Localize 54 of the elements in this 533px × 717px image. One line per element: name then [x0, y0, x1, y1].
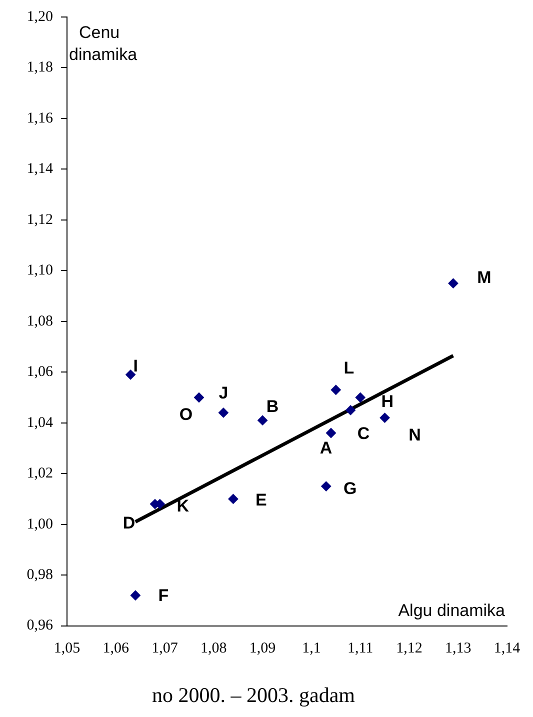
text: no 2000. – 2003. gadam: [152, 682, 355, 707]
y-tick-label: 1,16: [26, 110, 54, 126]
y-tick-label: 1,08: [26, 313, 53, 330]
annotation: C: [357, 424, 370, 443]
x-tick-label: 1,05: [54, 640, 80, 657]
annotation: D: [122, 514, 136, 533]
point: [346, 405, 356, 416]
x-axis-title: Algu dinamika: [398, 600, 506, 620]
annotation: E: [256, 490, 267, 510]
point: [130, 590, 140, 600]
point: [321, 481, 332, 492]
point: [326, 428, 336, 438]
point: [126, 370, 136, 380]
annotation: J: [218, 383, 228, 402]
annotation: L: [344, 358, 354, 378]
y-axis-title: Cenu dinamika: [69, 23, 138, 64]
y-tick-label: 1,10: [26, 262, 53, 279]
x-tick-label: 1,09: [249, 640, 276, 657]
y-tick-label: 1,20: [26, 8, 53, 25]
point: [355, 392, 366, 402]
annotation: A: [320, 438, 332, 458]
x-tick-label: 1,14: [494, 640, 521, 657]
x-tick-label: 1,1: [302, 640, 321, 657]
x-tick-label: 1,07: [152, 640, 178, 657]
y-tick-label: 1,14: [26, 161, 54, 178]
x-tick-label: 1,11: [347, 640, 374, 657]
point: [380, 412, 390, 423]
annotation: H: [381, 392, 394, 412]
annotation: M: [477, 268, 492, 288]
y-tick-label: 1,12: [26, 212, 53, 228]
x-tick-label: 1,12: [396, 640, 422, 657]
annotation: I: [133, 356, 138, 376]
y-tick-label: 1,06: [26, 364, 54, 380]
y-tick-label: 0,96: [26, 618, 54, 634]
y-tick-label: 1,18: [26, 60, 53, 76]
annotation: B: [266, 397, 279, 416]
y-tick-label: 1,04: [26, 414, 54, 431]
x-tick-label: 1,08: [200, 640, 227, 657]
x-tick-label: 1,06: [102, 640, 130, 657]
point: [228, 494, 238, 504]
y-tick-label: 0,98: [26, 567, 53, 584]
x-tick-label: 1,13: [444, 640, 472, 657]
annotation: F: [158, 586, 169, 606]
point: [194, 392, 204, 402]
annotation: O: [179, 405, 193, 424]
y-tick-label: 1,02: [26, 466, 53, 482]
annotation: K: [176, 496, 190, 516]
point: [258, 415, 268, 426]
annotation: N: [408, 425, 421, 444]
y-tick-label: 1,00: [26, 516, 53, 532]
annotation: G: [343, 478, 357, 498]
point: [218, 408, 228, 418]
point: [330, 384, 341, 395]
point: [448, 278, 458, 288]
